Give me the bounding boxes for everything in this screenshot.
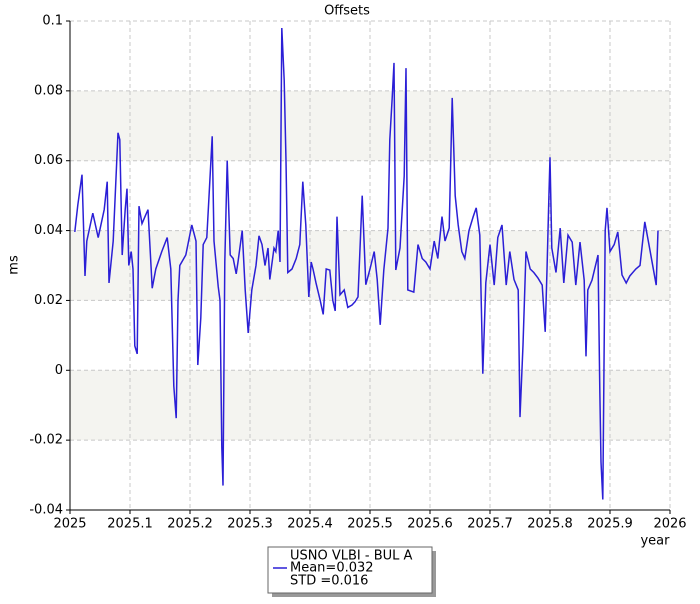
y-axis-label: ms [7, 255, 22, 275]
chart-title: Offsets [324, 4, 370, 19]
y-tick-label: 0.02 [34, 293, 63, 308]
x-tick-label: 2025.5 [347, 517, 393, 532]
x-tick-label: 2026 [653, 517, 686, 532]
y-tick-label: -0.04 [29, 503, 63, 518]
y-tick-label: 0.1 [42, 14, 63, 29]
legend-text: STD =0.016 [290, 574, 368, 589]
legend-text: Mean=0.032 [290, 561, 374, 576]
x-tick-label: 2025.3 [227, 517, 273, 532]
x-axis-label: year [640, 534, 670, 549]
x-tick-label: 2025 [53, 517, 86, 532]
x-tick-label: 2025.2 [167, 517, 213, 532]
x-tick-label: 2025.6 [407, 517, 453, 532]
x-tick-label: 2025.9 [587, 517, 633, 532]
legend-title: USNO VLBI - BUL A [290, 549, 413, 564]
y-tick-label: 0 [55, 363, 63, 378]
data-line [74, 27, 659, 500]
y-tick-label: 0.08 [34, 83, 63, 98]
x-tick-label: 2025.8 [527, 517, 573, 532]
x-tick-label: 2025.7 [467, 517, 513, 532]
x-tick-label: 2025.1 [107, 517, 153, 532]
y-tick-label: -0.02 [29, 433, 63, 448]
x-tick-label: 2025.4 [287, 517, 333, 532]
y-tick-label: 0.06 [34, 153, 63, 168]
legend-box [267, 546, 433, 594]
y-tick-label: 0.04 [34, 223, 63, 238]
